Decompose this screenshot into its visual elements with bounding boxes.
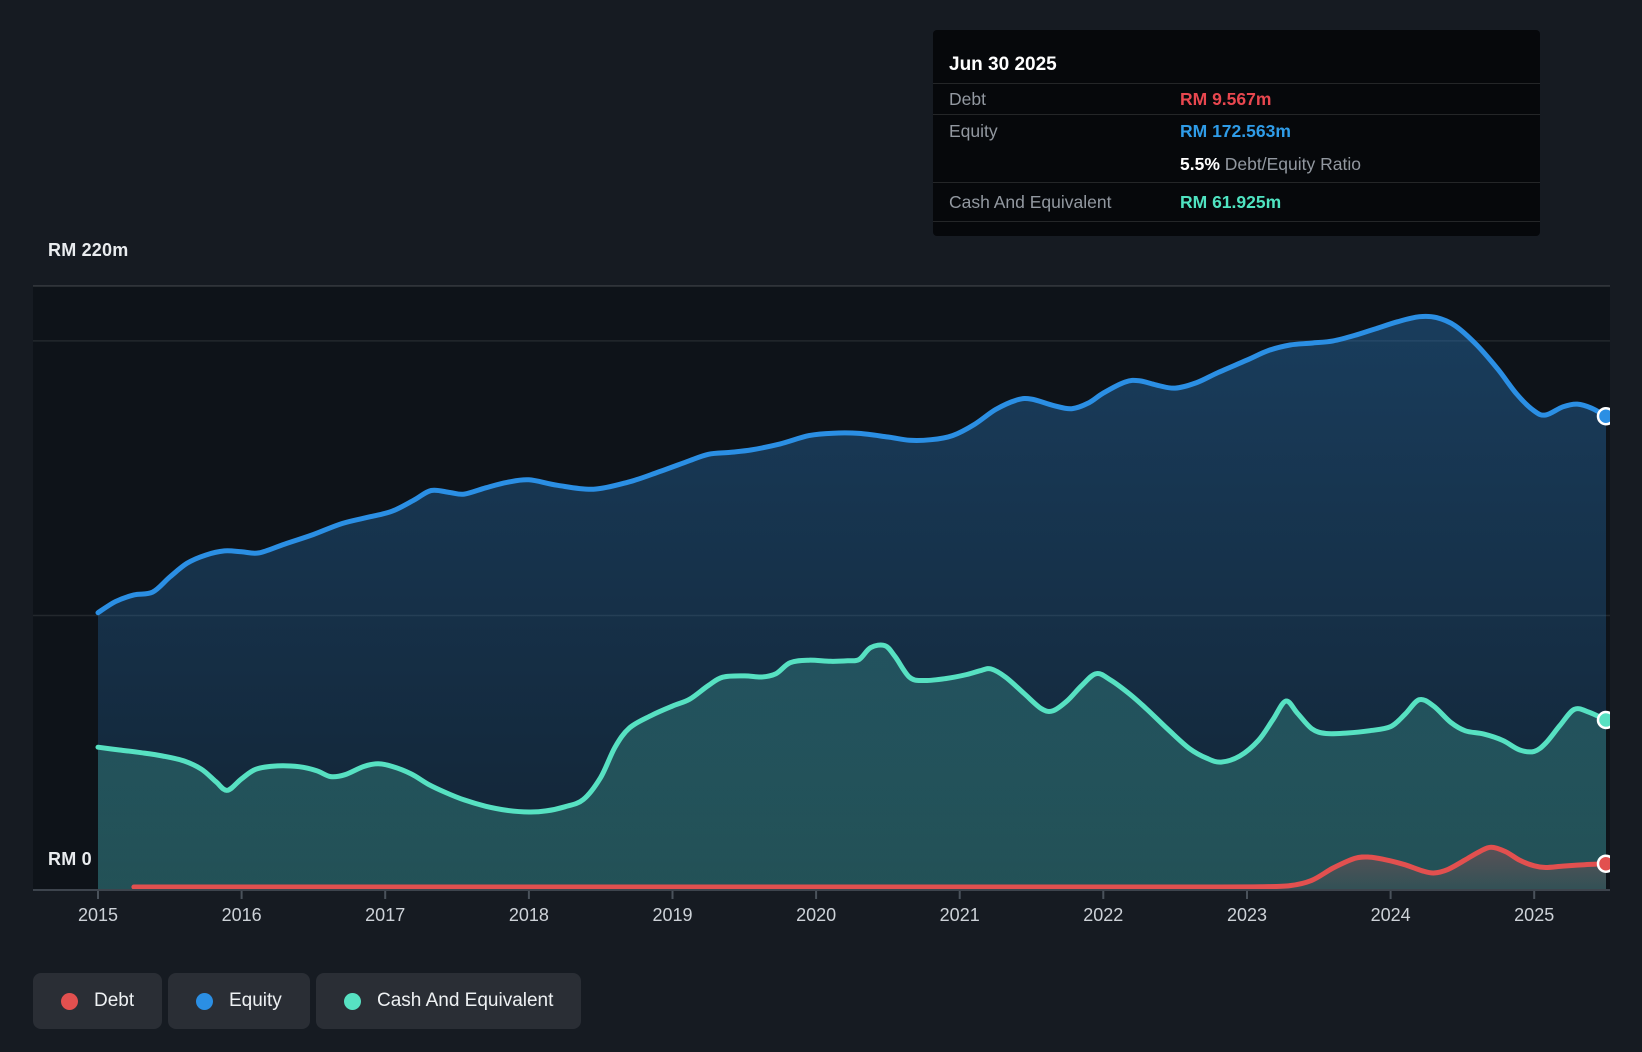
tooltip-row-equity: Equity RM 172.563m xyxy=(933,115,1540,147)
x-axis-label-2020: 2020 xyxy=(796,905,836,925)
legend-debt-label: Debt xyxy=(94,990,135,1011)
equity-end-marker[interactable] xyxy=(1596,406,1614,426)
x-axis-label-2025: 2025 xyxy=(1514,905,1554,925)
tooltip-ratio-value: 5.5% Debt/Equity Ratio xyxy=(1180,154,1361,174)
x-axis-label-2024: 2024 xyxy=(1371,905,1411,925)
x-axis-label-2017: 2017 xyxy=(365,905,405,925)
tooltip-debt-label: Debt xyxy=(949,88,986,109)
cash-and-equivalent-end-marker[interactable] xyxy=(1596,710,1614,730)
tooltip-equity-value: RM 172.563m xyxy=(1180,120,1291,141)
x-axis-label-2021: 2021 xyxy=(940,905,980,925)
tooltip-row-debt: Debt RM 9.567m xyxy=(933,84,1540,115)
legend-item-debt[interactable]: Debt xyxy=(33,973,163,1029)
x-axis-label-2023: 2023 xyxy=(1227,905,1267,925)
tooltip-debt-value: RM 9.567m xyxy=(1180,88,1272,109)
tooltip-equity-label: Equity xyxy=(949,120,998,141)
cash-and-equivalent-line xyxy=(95,642,1609,815)
cash-legend-dot-icon xyxy=(344,992,361,1010)
legend-cash-label: Cash And Equivalent xyxy=(377,990,554,1011)
tooltip-row-cash: Cash And Equivalent RM 61.925m xyxy=(933,183,1540,222)
y-axis-label-max: RM 220m xyxy=(48,240,129,260)
tooltip-cash-label: Cash And Equivalent xyxy=(949,191,1112,212)
debt-legend-dot-icon xyxy=(61,992,78,1010)
debt-end-marker[interactable] xyxy=(1596,854,1614,873)
x-axis-label-2022: 2022 xyxy=(1083,905,1123,925)
debt-line xyxy=(131,844,1609,890)
x-axis-label-2019: 2019 xyxy=(652,905,692,925)
legend-item-equity[interactable]: Equity xyxy=(168,973,310,1029)
debt-area xyxy=(133,847,1606,890)
x-axis-label-2015: 2015 xyxy=(78,905,118,925)
series-group xyxy=(95,313,1609,890)
x-axis-label-2016: 2016 xyxy=(222,905,262,925)
tooltip-date: Jun 30 2025 xyxy=(933,30,1540,84)
equity-line xyxy=(95,313,1609,616)
legend-equity-label: Equity xyxy=(229,990,282,1011)
chart-tooltip: Jun 30 2025 Debt RM 9.567m Equity RM 172… xyxy=(933,30,1540,236)
cash-and-equivalent-area xyxy=(98,644,1606,890)
legend-item-cash[interactable]: Cash And Equivalent xyxy=(316,973,582,1029)
tooltip-cash-value: RM 61.925m xyxy=(1180,191,1282,212)
y-axis-label-zero: RM 0 xyxy=(48,849,92,869)
equity-legend-dot-icon xyxy=(196,992,213,1010)
x-axis-label-2018: 2018 xyxy=(509,905,549,925)
equity-area xyxy=(98,316,1606,890)
tooltip-row-ratio: 5.5% Debt/Equity Ratio xyxy=(933,147,1540,183)
tooltip-ratio-label: Debt/Equity Ratio xyxy=(1219,154,1361,174)
